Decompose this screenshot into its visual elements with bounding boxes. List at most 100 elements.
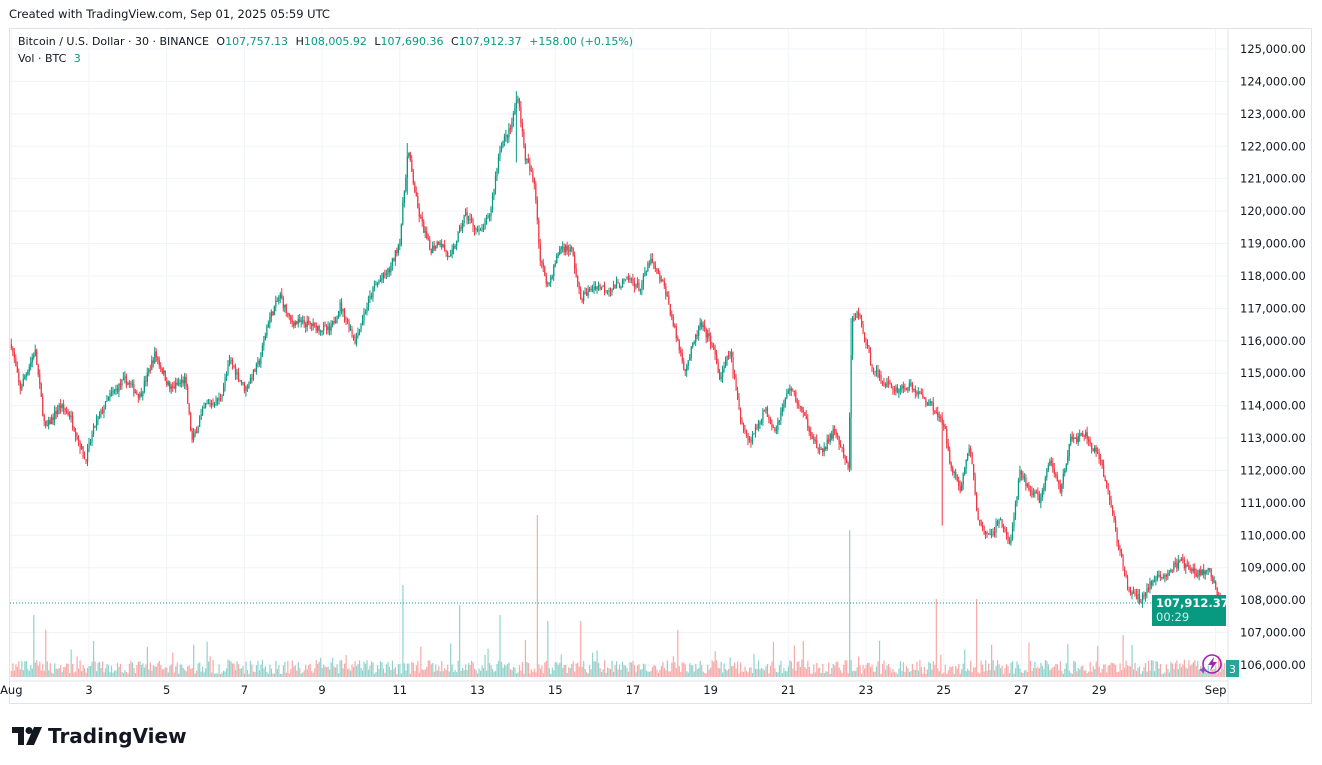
volume-bar (89, 666, 92, 677)
candle (1044, 477, 1047, 487)
volume-bar (1206, 672, 1208, 677)
volume-bar (418, 672, 420, 677)
volume-bar (124, 670, 126, 677)
volume-bar (654, 665, 657, 677)
candle (27, 371, 29, 375)
candle (572, 247, 574, 256)
volume-bar (916, 661, 918, 677)
candle (728, 355, 730, 357)
volume-bar (357, 663, 359, 677)
candle (760, 420, 763, 423)
candle (932, 402, 934, 411)
volume-bar (172, 652, 174, 677)
candle (826, 439, 828, 450)
candle (1177, 560, 1179, 569)
symbol-name[interactable]: Bitcoin / U.S. Dollar · 30 · BINANCE (18, 35, 209, 48)
tradingview-logo[interactable]: TradingView (12, 724, 187, 748)
volume-bar (1046, 661, 1048, 677)
volume-bar (1209, 673, 1211, 677)
volume-bar (624, 665, 627, 677)
candle (509, 128, 512, 130)
candle (1189, 569, 1191, 571)
candle (140, 393, 142, 397)
volume-bar (308, 665, 310, 677)
volume-bar (577, 662, 579, 677)
candle (890, 383, 893, 389)
candle (651, 258, 654, 263)
volume-bar (19, 669, 21, 677)
volume-legend[interactable]: Vol · BTC 3 (18, 52, 85, 65)
volume-bar (979, 673, 981, 677)
candle (792, 390, 794, 392)
x-tick-label: 17 (626, 683, 641, 697)
candle (22, 378, 24, 387)
volume-bar (1126, 665, 1129, 677)
candle (453, 245, 455, 250)
volume-bar (203, 672, 205, 677)
volume-bar (1103, 664, 1105, 677)
y-tick-label: 117,000.00 (1240, 301, 1306, 315)
candle (648, 263, 651, 265)
candle (911, 383, 914, 390)
candle (550, 277, 552, 283)
candle (913, 388, 915, 390)
symbol-legend[interactable]: Bitcoin / U.S. Dollar · 30 · BINANCE O10… (18, 35, 637, 48)
lightning-icon[interactable] (1199, 654, 1222, 674)
volume-bar (751, 672, 754, 677)
volume-bar (260, 664, 262, 677)
volume-bar (294, 665, 296, 677)
volume-bar (101, 661, 104, 677)
candle (813, 438, 815, 441)
candle (560, 247, 562, 249)
candle (291, 320, 293, 323)
candle (964, 468, 966, 474)
candle (548, 282, 550, 284)
volume-bar (284, 661, 286, 677)
volume-bar (922, 673, 924, 677)
x-tick-label: 3 (85, 683, 92, 697)
volume-bar (155, 666, 157, 677)
candle (725, 360, 727, 367)
volume-bar (336, 664, 338, 677)
candle (370, 295, 373, 298)
candle (971, 452, 973, 465)
candle (48, 420, 50, 426)
volume-bar (825, 671, 827, 677)
volume-bar (1104, 664, 1106, 677)
volume-bar (511, 669, 513, 677)
candle (1104, 476, 1106, 482)
candle (1176, 563, 1178, 569)
volume-bar (965, 671, 967, 677)
volume-bar (701, 664, 703, 677)
candle (852, 318, 854, 356)
volume-bar (695, 664, 697, 677)
volume-bar (865, 665, 867, 677)
volume-bar (527, 663, 530, 677)
volume-bar (408, 663, 410, 677)
candle (762, 410, 764, 421)
volume-bar (441, 661, 443, 677)
candle (968, 448, 970, 454)
candle (1001, 519, 1003, 528)
candle (382, 272, 385, 279)
candle (777, 421, 779, 430)
volume-bar (515, 673, 518, 677)
x-tick-label: 7 (241, 683, 248, 697)
candle (952, 468, 954, 473)
candle (708, 333, 710, 336)
volume-bar (988, 663, 990, 677)
candle (344, 309, 346, 320)
volume-bar (926, 669, 928, 677)
candle (908, 383, 911, 388)
candle (1121, 552, 1123, 557)
candle (713, 346, 715, 349)
candle (375, 284, 377, 286)
volume-bar (145, 664, 147, 677)
candle (920, 392, 922, 394)
volume-bar (1032, 667, 1035, 677)
candle (349, 329, 352, 331)
volume-bar (460, 670, 462, 677)
candle (127, 382, 129, 385)
candle (264, 335, 267, 341)
